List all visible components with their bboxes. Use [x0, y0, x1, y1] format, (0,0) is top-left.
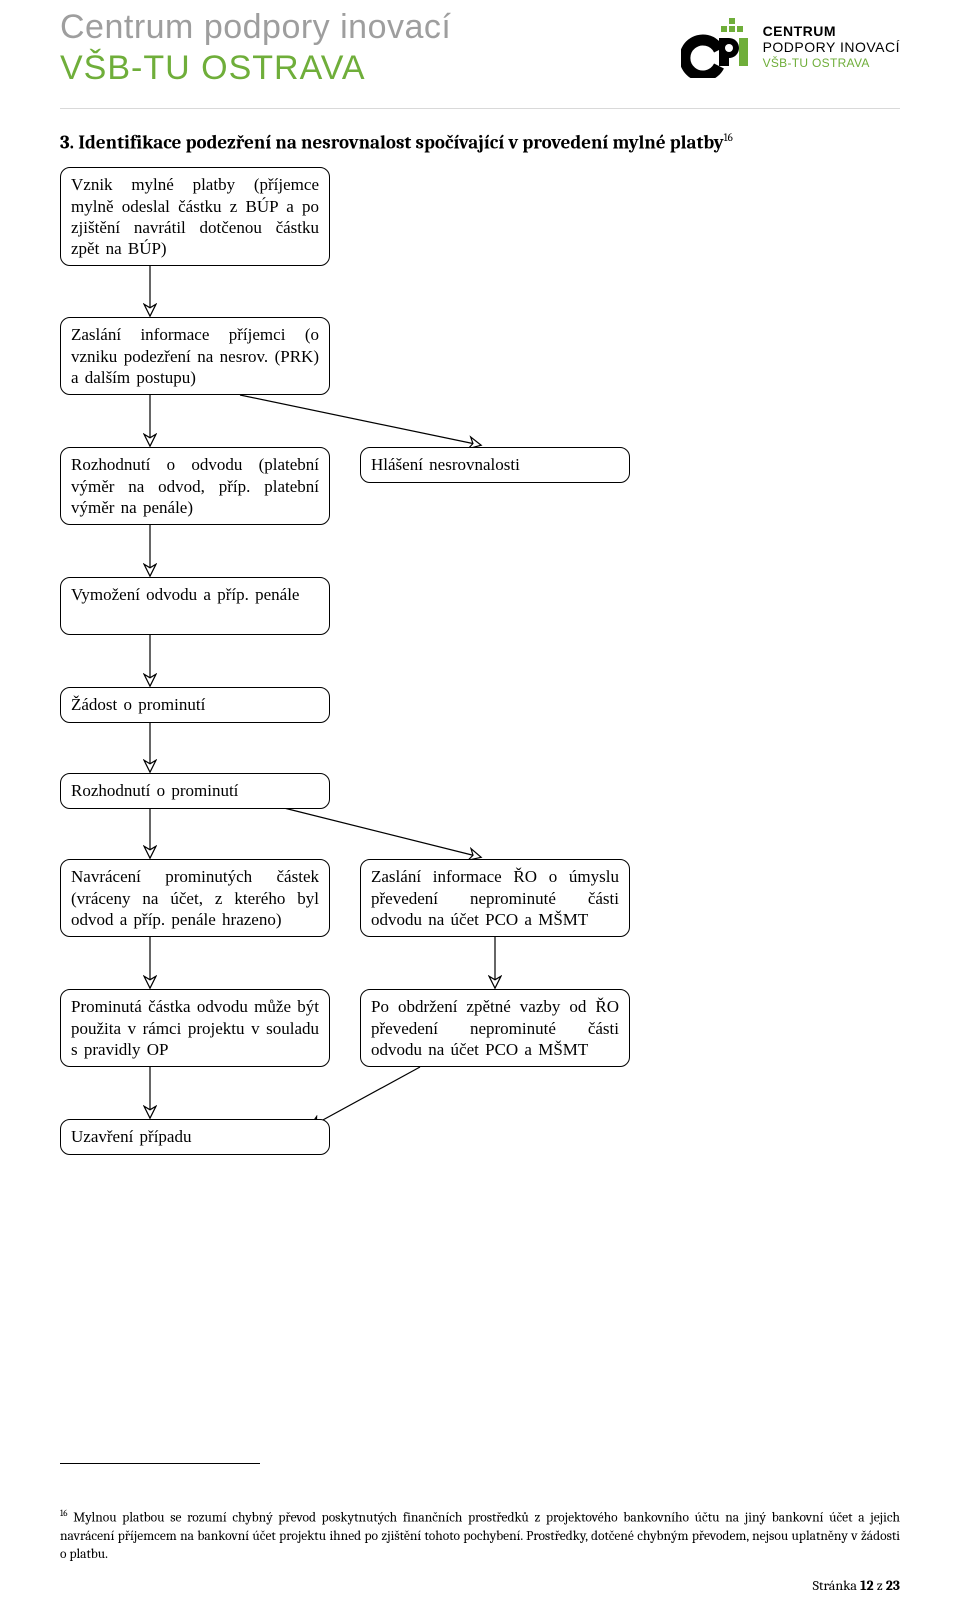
heading-number: 3. [60, 131, 74, 153]
flow-box-report: Hlášení nesrovnalosti [360, 447, 630, 482]
logo-text: CENTRUM PODPORY INOVACÍ VŠB-TU OSTRAVA [763, 23, 900, 71]
header-right: CENTRUM PODPORY INOVACÍ VŠB-TU OSTRAVA [681, 8, 900, 78]
flow-box-inform: Zaslání informace příjemci (o vzniku pod… [60, 317, 330, 395]
footnote: 16 Mylnou platbou se rozumí chybný převo… [60, 1508, 900, 1564]
flowchart: Vznik mylné platby (příjemce mylně odesl… [40, 167, 680, 1267]
flow-box-transfer-rest: Po obdržení zpětné vazby od ŘO převedení… [360, 989, 630, 1067]
footnote-number: 16 [60, 1509, 68, 1519]
cpi-logo-icon [681, 16, 753, 78]
header-left: Centrum podpory inovací VŠB-TU OSTRAVA [60, 8, 451, 88]
footnote-text: Mylnou platbou se rozumí chybný převod p… [60, 1510, 900, 1561]
page: Centrum podpory inovací VŠB-TU OSTRAVA [0, 0, 960, 1614]
heading-text: Identifikace podezření na nesrovnalost s… [78, 131, 723, 153]
header-title-1: Centrum podpory inovací [60, 8, 451, 47]
flow-box-send-ro: Zaslání informace ŘO o úmyslu převedení … [360, 859, 630, 937]
logo-line-3: VŠB-TU OSTRAVA [763, 57, 900, 71]
footnote-rule [60, 1463, 260, 1464]
flow-box-decision: Rozhodnutí o odvodu (platební výměr na o… [60, 447, 330, 525]
flow-box-decide-waive: Rozhodnutí o prominutí [60, 773, 330, 808]
page-mid: z [874, 1577, 886, 1594]
page-total: 23 [886, 1577, 900, 1594]
page-current: 12 [860, 1577, 874, 1594]
flow-box-use-waived: Prominutá částka odvodu může být použita… [60, 989, 330, 1067]
logo-line-2: PODPORY INOVACÍ [763, 39, 900, 55]
logo-line-1: CENTRUM [763, 23, 900, 39]
header-title-2: VŠB-TU OSTRAVA [60, 49, 451, 88]
flow-box-request-waive: Žádost o prominutí [60, 687, 330, 722]
page-prefix: Stránka [813, 1577, 861, 1594]
section-heading: 3. Identifikace podezření na nesrovnalos… [60, 131, 900, 153]
flow-box-collect: Vymožení odvodu a příp. penále [60, 577, 330, 635]
flow-box-origin: Vznik mylné platby (příjemce mylně odesl… [60, 167, 330, 266]
flow-box-close: Uzavření případu [60, 1119, 330, 1154]
page-header: Centrum podpory inovací VŠB-TU OSTRAVA [60, 0, 900, 109]
flow-box-return: Navrácení prominutých částek (vráceny na… [60, 859, 330, 937]
page-number: Stránka 12 z 23 [813, 1577, 900, 1594]
heading-footnote-ref: 16 [724, 131, 733, 144]
